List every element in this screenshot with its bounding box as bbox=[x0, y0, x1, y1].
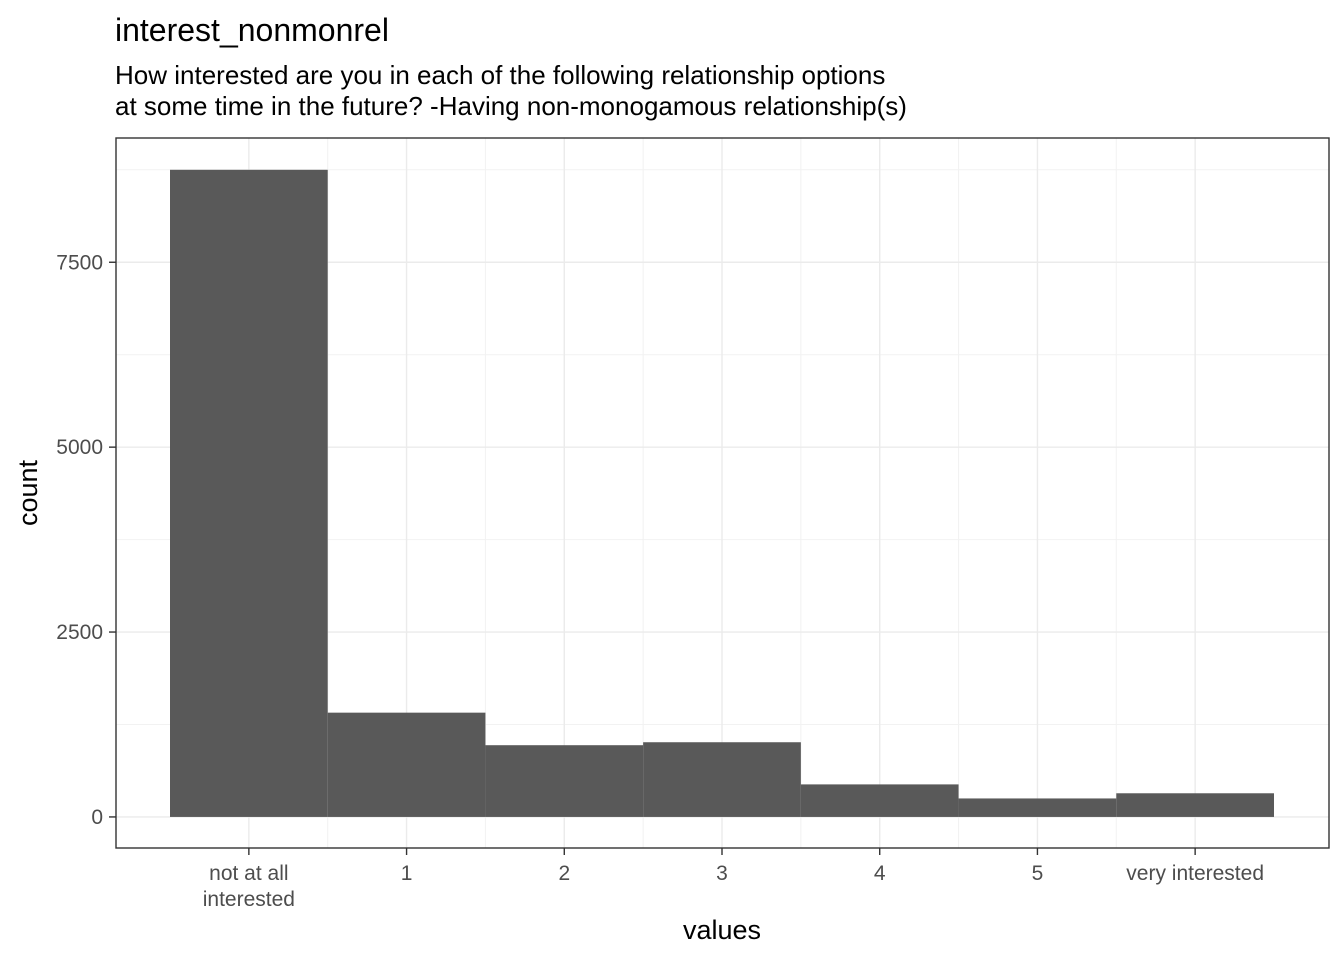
bar bbox=[1116, 793, 1274, 817]
bar bbox=[170, 169, 328, 817]
bar bbox=[800, 784, 959, 817]
y-tick-label: 5000 bbox=[56, 436, 103, 459]
y-axis: 0 2500 5000 7500 bbox=[56, 251, 116, 829]
x-axis: not at all interested 1 2 3 4 5 very interested bbox=[203, 848, 1264, 911]
bar bbox=[643, 742, 801, 817]
y-tick-label: 7500 bbox=[56, 251, 103, 274]
x-tick-label: 5 bbox=[1032, 862, 1044, 885]
x-tick-label: not at all interested bbox=[203, 862, 295, 911]
x-axis-title: values bbox=[683, 915, 761, 945]
bars bbox=[170, 169, 1274, 817]
x-tick-label: 4 bbox=[874, 862, 886, 885]
x-tick-label: 3 bbox=[716, 862, 728, 885]
y-tick-label: 0 bbox=[91, 806, 103, 829]
bar bbox=[485, 745, 644, 817]
chart-title: interest_nonmonrel bbox=[115, 12, 389, 48]
x-tick-label: 1 bbox=[401, 862, 413, 885]
x-tick-label: very interested bbox=[1126, 862, 1264, 885]
chart-subtitle-line-1: How interested are you in each of the fo… bbox=[115, 60, 885, 90]
bar bbox=[958, 798, 1117, 817]
y-tick-label: 2500 bbox=[56, 621, 103, 644]
y-axis-title: count bbox=[13, 459, 43, 526]
bar bbox=[327, 712, 486, 817]
chart-subtitle-line-2: at some time in the future? -Having non-… bbox=[115, 91, 907, 121]
x-tick-label: 2 bbox=[558, 862, 570, 885]
